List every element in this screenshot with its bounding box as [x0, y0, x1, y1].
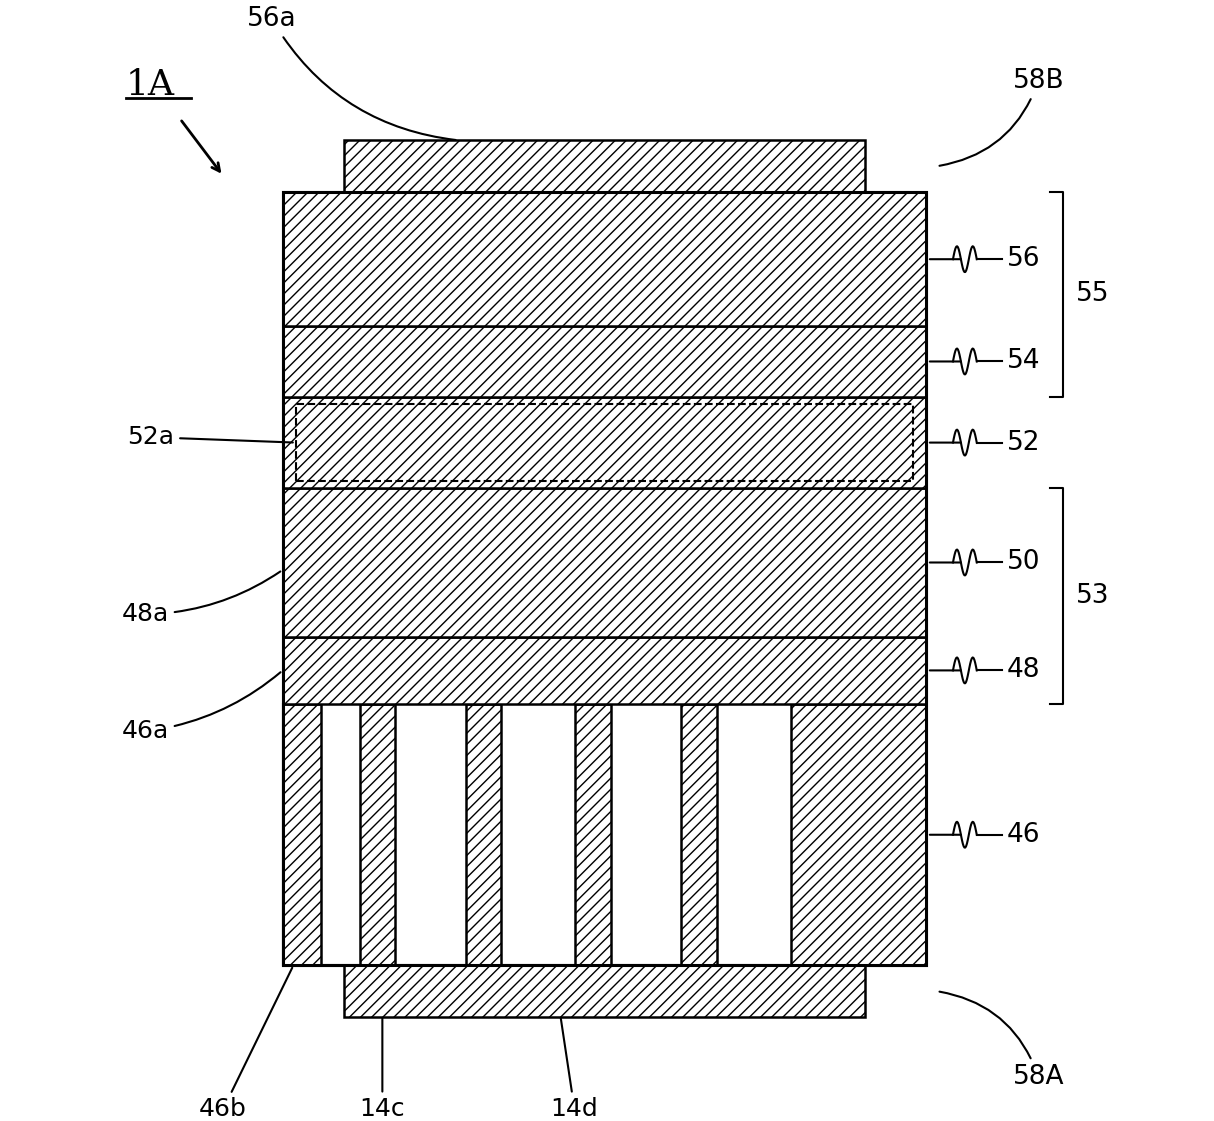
Text: 56: 56	[1008, 247, 1040, 272]
Text: 46: 46	[1008, 822, 1040, 847]
Text: 50: 50	[1008, 549, 1040, 575]
Text: 55: 55	[1077, 281, 1110, 307]
Text: 53: 53	[1077, 583, 1110, 610]
Text: 58B: 58B	[940, 68, 1063, 166]
Text: 54: 54	[1008, 349, 1040, 374]
Bar	[296, 404, 913, 481]
Bar	[283, 192, 926, 965]
Bar	[681, 704, 717, 965]
Bar	[466, 704, 501, 965]
Bar	[283, 192, 926, 326]
Text: 52a: 52a	[127, 425, 293, 450]
Text: 46a: 46a	[121, 673, 280, 743]
Bar	[283, 397, 926, 489]
Text: 14d: 14d	[551, 969, 599, 1121]
Text: 58A: 58A	[940, 992, 1063, 1090]
Bar	[283, 704, 926, 965]
Bar	[790, 704, 926, 965]
Text: 1A: 1A	[126, 68, 175, 102]
Text: 46b: 46b	[199, 967, 293, 1121]
Bar	[344, 965, 864, 1017]
Bar	[283, 489, 926, 637]
Bar	[359, 704, 396, 965]
Bar	[283, 326, 926, 397]
Text: 14c: 14c	[359, 969, 405, 1121]
Text: 48a: 48a	[121, 572, 280, 627]
Bar	[344, 140, 864, 192]
Bar	[283, 704, 322, 965]
Text: 56a: 56a	[246, 7, 455, 140]
Bar	[575, 704, 611, 965]
Bar	[283, 192, 926, 965]
Bar	[283, 637, 926, 704]
Text: 48: 48	[1008, 657, 1040, 684]
Text: 52: 52	[1008, 429, 1040, 455]
